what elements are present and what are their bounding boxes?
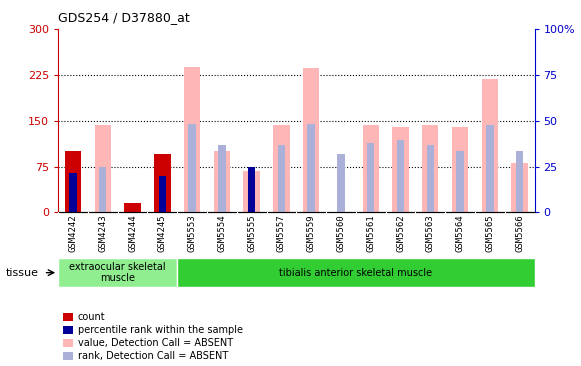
Bar bbox=[363, 125, 379, 212]
Bar bbox=[177, 258, 535, 287]
Text: GSM4245: GSM4245 bbox=[158, 214, 167, 252]
Text: GSM5559: GSM5559 bbox=[307, 214, 315, 252]
Bar bbox=[243, 171, 260, 212]
Text: GSM4244: GSM4244 bbox=[128, 214, 137, 252]
Bar bbox=[65, 151, 81, 212]
Bar bbox=[214, 151, 230, 212]
Bar bbox=[511, 164, 528, 212]
Bar bbox=[159, 176, 166, 212]
Bar bbox=[426, 145, 434, 212]
Text: GDS254 / D37880_at: GDS254 / D37880_at bbox=[58, 11, 190, 24]
Text: tissue: tissue bbox=[6, 268, 39, 278]
Bar bbox=[58, 258, 177, 287]
Bar bbox=[248, 167, 256, 212]
Bar bbox=[273, 125, 289, 212]
Text: GSM5555: GSM5555 bbox=[247, 214, 256, 252]
Bar bbox=[482, 79, 498, 212]
Bar bbox=[99, 167, 106, 212]
Bar bbox=[422, 125, 439, 212]
Text: extraocular skeletal
muscle: extraocular skeletal muscle bbox=[69, 262, 166, 284]
Bar bbox=[184, 67, 200, 212]
Text: GSM5563: GSM5563 bbox=[426, 214, 435, 252]
Text: GSM5565: GSM5565 bbox=[485, 214, 494, 252]
Text: GSM4242: GSM4242 bbox=[69, 214, 77, 252]
Bar bbox=[486, 125, 494, 212]
Legend: count, percentile rank within the sample, value, Detection Call = ABSENT, rank, : count, percentile rank within the sample… bbox=[63, 313, 242, 361]
Bar bbox=[392, 127, 408, 212]
Text: GSM5566: GSM5566 bbox=[515, 214, 524, 252]
Bar bbox=[307, 124, 315, 212]
Text: GSM5560: GSM5560 bbox=[336, 214, 346, 252]
Bar bbox=[95, 125, 111, 212]
Text: GSM5561: GSM5561 bbox=[366, 214, 375, 252]
Bar bbox=[278, 145, 285, 212]
Text: GSM5562: GSM5562 bbox=[396, 214, 405, 252]
Bar bbox=[154, 154, 170, 212]
Bar bbox=[124, 203, 141, 212]
Bar bbox=[516, 151, 523, 212]
Text: GSM5564: GSM5564 bbox=[456, 214, 465, 252]
Bar bbox=[397, 140, 404, 212]
Text: tibialis anterior skeletal muscle: tibialis anterior skeletal muscle bbox=[279, 268, 432, 278]
Bar bbox=[367, 143, 375, 212]
Text: GSM5554: GSM5554 bbox=[217, 214, 227, 252]
Bar bbox=[69, 173, 77, 212]
Text: GSM4243: GSM4243 bbox=[98, 214, 107, 252]
Bar bbox=[456, 151, 464, 212]
Text: GSM5553: GSM5553 bbox=[188, 214, 196, 252]
Bar bbox=[452, 127, 468, 212]
Bar bbox=[337, 154, 345, 212]
Bar bbox=[303, 68, 320, 212]
Text: GSM5557: GSM5557 bbox=[277, 214, 286, 252]
Bar bbox=[218, 145, 225, 212]
Bar bbox=[188, 124, 196, 212]
